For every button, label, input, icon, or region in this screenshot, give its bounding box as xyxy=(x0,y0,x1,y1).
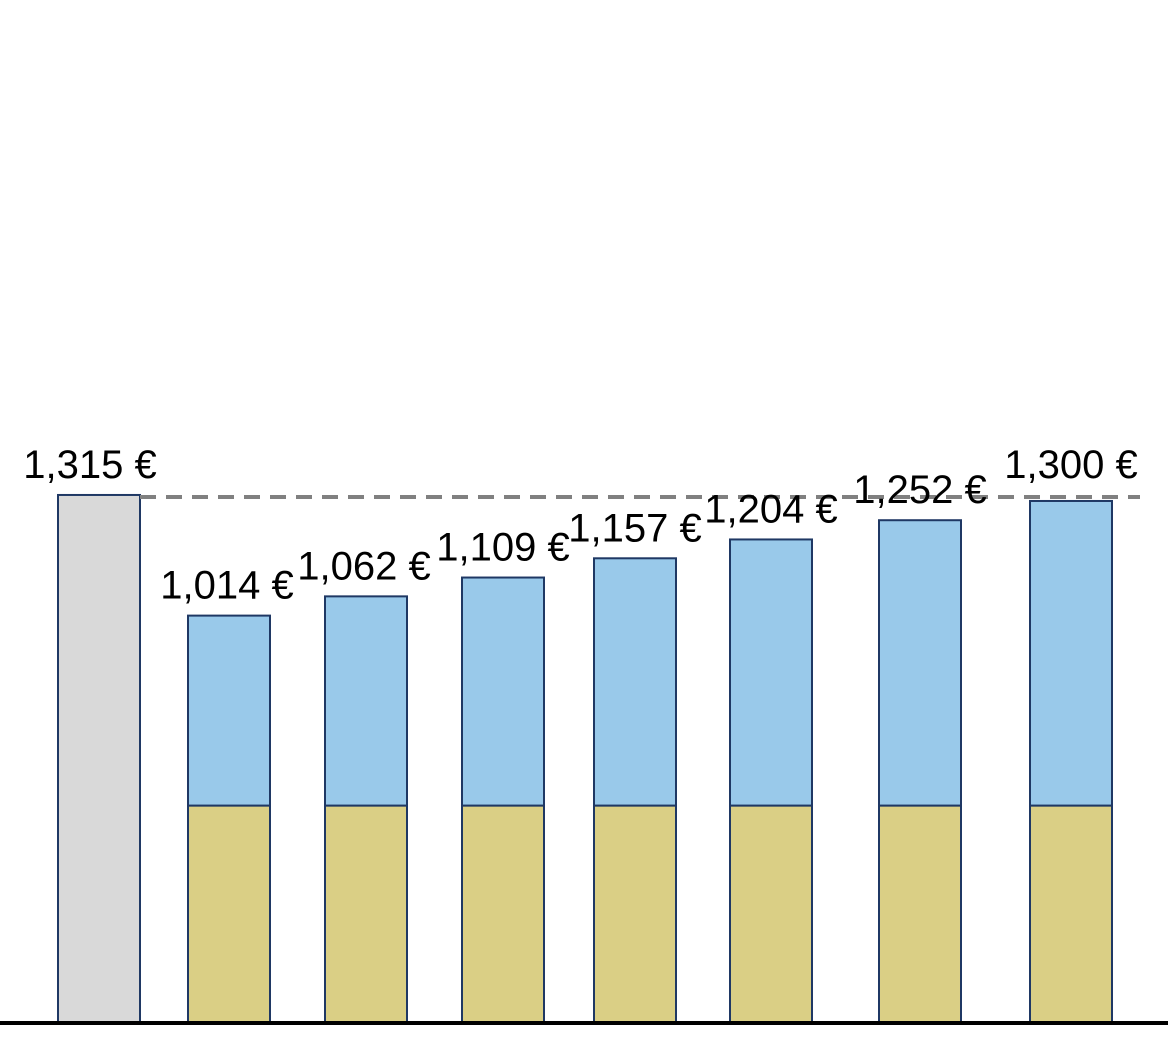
bar-4-segment-2 xyxy=(461,804,545,1023)
data-label-6: 1,204 € xyxy=(704,487,837,531)
data-label-2: 1,014 € xyxy=(160,564,293,608)
bar-8-segment-3 xyxy=(1029,499,1113,807)
data-label-4: 1,109 € xyxy=(436,526,569,570)
data-labels-layer: 1,315 € 1,014 € 1,062 € 1,109 € 1,157 € … xyxy=(23,443,1137,608)
data-label-7: 1,252 € xyxy=(853,468,986,512)
bar-2-segment-2 xyxy=(187,804,271,1023)
data-label-3: 1,062 € xyxy=(297,544,430,588)
bar-7-segment-3 xyxy=(878,519,962,807)
data-label-1: 1,315 € xyxy=(23,443,156,487)
bar-2-segment-3 xyxy=(187,614,271,807)
bar-3-segment-3 xyxy=(324,595,408,807)
bar-6-segment-2 xyxy=(729,804,813,1023)
bars-layer xyxy=(57,493,1113,1023)
bar-8-segment-2 xyxy=(1029,804,1113,1023)
bar-3-segment-2 xyxy=(324,804,408,1023)
bar-5-segment-2 xyxy=(593,804,677,1023)
bar-1-segment-1 xyxy=(57,493,141,1023)
bar-4-segment-3 xyxy=(461,576,545,807)
bar-5-segment-3 xyxy=(593,557,677,807)
bar-7-segment-2 xyxy=(878,804,962,1023)
bar-6-segment-3 xyxy=(729,538,813,807)
data-label-5: 1,157 € xyxy=(568,506,701,550)
data-label-8: 1,300 € xyxy=(1004,443,1137,487)
